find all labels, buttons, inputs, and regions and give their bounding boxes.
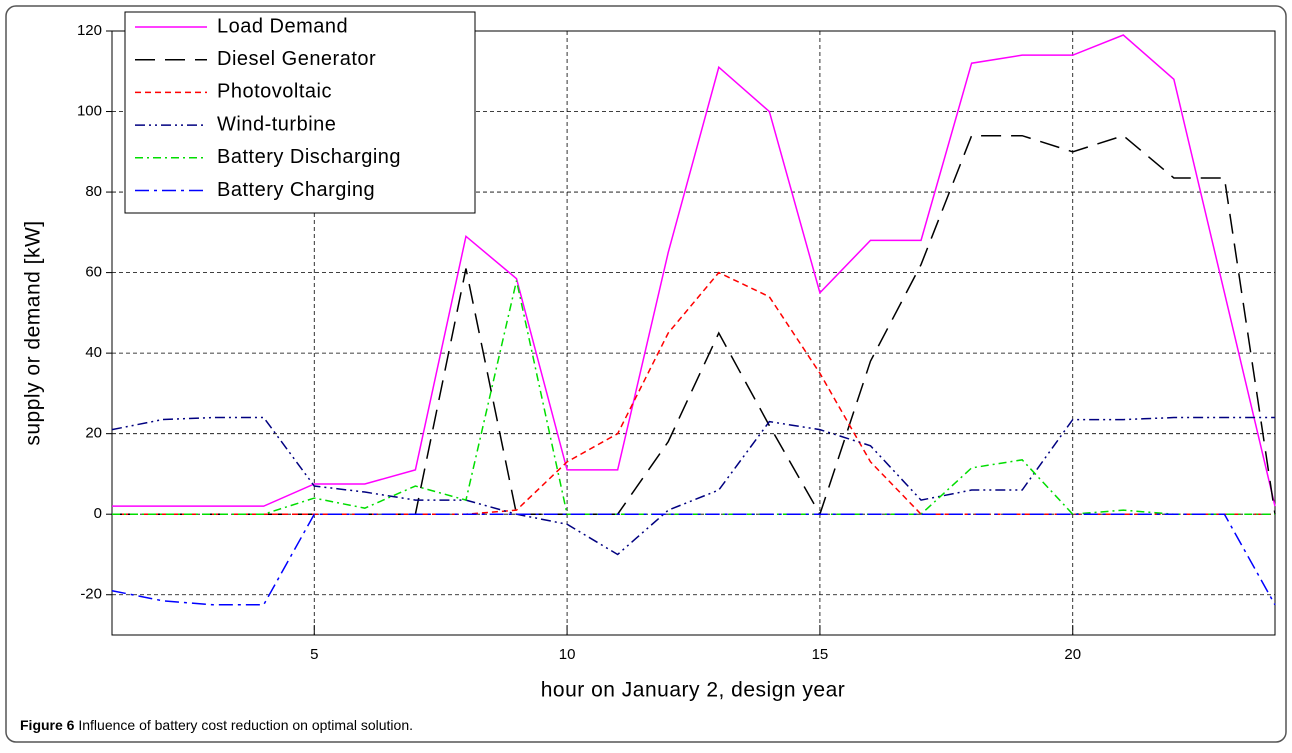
- caption-text: Influence of battery cost reduction on o…: [78, 717, 413, 733]
- legend-label: Wind-turbine: [217, 113, 336, 135]
- legend-label: Battery Charging: [217, 179, 375, 201]
- x-tick-label: 15: [812, 646, 829, 663]
- legend-label: Battery Discharging: [217, 146, 401, 168]
- caption: Figure 6 Influence of battery cost reduc…: [20, 717, 413, 733]
- series-line: [112, 271, 1275, 515]
- series-line: [112, 34, 1276, 507]
- y-tick-label: 120: [77, 22, 102, 39]
- legend-label: Diesel Generator: [217, 48, 376, 70]
- legend-label: Load Demand: [217, 15, 348, 37]
- series-line: [111, 416, 1275, 556]
- y-tick-label: 100: [77, 103, 102, 120]
- y-tick-label: 80: [85, 183, 102, 200]
- y-tick-label: 20: [85, 425, 102, 442]
- legend-box: [124, 11, 476, 214]
- x-tick-label: 10: [559, 646, 576, 663]
- y-tick-label: 0: [94, 505, 102, 522]
- y-tick-label: 40: [85, 344, 102, 361]
- y-tick-label: -20: [80, 586, 102, 603]
- legend-label: Photovoltaic: [217, 81, 332, 103]
- x-tick-label: 5: [310, 646, 318, 663]
- caption-label: Figure 6: [20, 717, 75, 733]
- y-axis-label: supply or demand [kW]: [22, 220, 45, 445]
- x-tick-label: 20: [1064, 646, 1081, 663]
- series-line: [112, 280, 1275, 515]
- y-tick-label: 60: [85, 264, 102, 281]
- plot-border: [111, 30, 1276, 636]
- x-axis-label: hour on January 2, design year: [541, 679, 846, 702]
